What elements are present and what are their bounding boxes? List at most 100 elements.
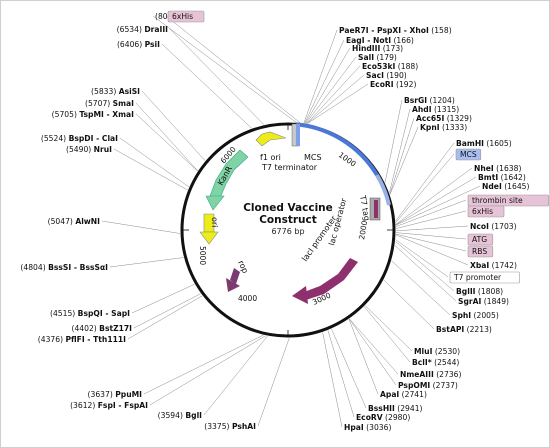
leader-line [395, 233, 467, 252]
svg-text:MCS: MCS [460, 150, 477, 159]
rop-arrow [230, 268, 240, 284]
site-ndei: NdeI (1645) [482, 182, 529, 191]
leader-line [383, 279, 435, 330]
leader-line [348, 319, 379, 395]
svg-text:RBS: RBS [472, 247, 487, 256]
leader-line [113, 148, 188, 191]
leader-line [133, 293, 201, 329]
leader-line [331, 328, 367, 409]
site-sgrai: SgrAI (1849) [458, 297, 509, 306]
site-bgli: (3594) BglI [158, 411, 202, 420]
site-tspmi-xmai: (5705) TspMI - XmaI [52, 110, 135, 119]
leader-line [395, 234, 469, 266]
site-nhei: NheI (1638) [474, 164, 521, 173]
leader-line [395, 176, 477, 226]
ticks [183, 124, 393, 336]
leader-line [395, 210, 467, 229]
site-nmeaiii: NmeAIII (2736) [400, 370, 461, 379]
site-bcli-: BclI* (2544) [412, 358, 459, 367]
plasmid-name-line1: Cloned Vaccine [243, 202, 333, 214]
svg-text:T7 promoter: T7 promoter [453, 273, 502, 282]
svg-text:ATG: ATG [472, 235, 487, 244]
site-psii: (6406) PsiI [117, 40, 160, 49]
tick-5000: 5000 [198, 246, 207, 265]
site-bsshii: BssHII (2941) [368, 404, 423, 413]
leader-line [306, 74, 365, 124]
tick-4000: 4000 [238, 294, 257, 303]
laci-arrow [304, 258, 358, 300]
leader-line [389, 126, 419, 195]
site-draiii: (6534) DraIII [117, 25, 168, 34]
leader-line [131, 283, 195, 314]
leader-line [161, 43, 252, 129]
leader-line [384, 99, 403, 183]
feature-box-t7-promoter: T7 promoter [449, 271, 520, 284]
leader-line [395, 142, 455, 222]
site-bamhi: BamHI (1605) [456, 139, 512, 148]
site-eagi-noti: EagI - NotI (166) [346, 36, 414, 45]
leader-line [395, 153, 455, 223]
leader-line [395, 167, 473, 225]
leader-line [306, 83, 369, 124]
site-hpai: HpaI (3036) [344, 423, 391, 432]
site-sali: SalI (179) [358, 53, 397, 62]
leader-line [304, 39, 345, 124]
site-ecorv: EcoRV (2980) [356, 413, 410, 422]
feature-box-6xhis: 6xHis [167, 10, 205, 23]
leader-line [327, 330, 355, 418]
leader-line [203, 335, 268, 416]
feature-box-thrombin-site: thrombin site [467, 194, 550, 207]
leader-line [394, 245, 457, 302]
leader-line [395, 241, 455, 292]
leader-line [349, 318, 397, 386]
site-paer7i-pspxi-xhoi: PaeR7I - PspXI - XhoI (158) [339, 26, 452, 35]
leader-line [149, 335, 266, 406]
leader-line [303, 29, 338, 124]
svg-text:6xHis: 6xHis [472, 207, 493, 216]
site-bsssi-bsss-i: (4804) BssSI - BssSαI [20, 263, 108, 272]
leader-line [135, 102, 198, 172]
leader-line [101, 220, 181, 234]
feature-box-rbs: RBS [467, 245, 494, 258]
site-bsrgi: BsrGI (1204) [404, 96, 455, 105]
site-mlui: MluI (2530) [414, 347, 460, 356]
left-labels: (6534) DraIII (6406) PsiI (5833) AsiSI (570… [20, 25, 256, 431]
leader-line [141, 90, 206, 161]
mcs-block-blue [296, 124, 300, 146]
kanr-arrow-head [205, 195, 225, 211]
site-nrui: (5490) NruI [66, 145, 112, 154]
f1-ori-label: f1 ori [260, 153, 281, 162]
site-smai: (5707) SmaI [85, 99, 134, 108]
leader-line [349, 318, 399, 375]
site-bstapi: BstAPI (2213) [436, 325, 492, 334]
leader-line [322, 332, 343, 428]
leader-line [135, 113, 198, 172]
t7-tag-label: T7 tag [358, 194, 371, 222]
plasmid-size: 6776 bp [271, 227, 304, 236]
site-ppumi: (3637) PpuMI [88, 390, 143, 399]
tick-1000: 1000 [337, 150, 358, 168]
leader-line [152, 15, 297, 123]
leader-line [391, 260, 451, 316]
site-xbai: XbaI (1742) [470, 261, 517, 270]
site-pflfi-tth111i: (4376) PflFI - Tth111I [38, 335, 126, 344]
site-alwni: (5047) AlwNI [48, 217, 101, 226]
feature-box-6xhis: 6xHis [467, 205, 505, 218]
leader-line [127, 295, 203, 340]
ori-arrow-head [199, 231, 219, 245]
ori-label: ori [210, 217, 219, 227]
leader-line [165, 15, 301, 123]
site-ecori: EcoRI (192) [370, 80, 416, 89]
right-labels: (80) BlpI6xHisPaeR7I - PspXI - XhoI (158… [155, 10, 550, 432]
rop-arrow-head [226, 278, 240, 292]
site-bspqi-sapi: (4515) BspQI - SapI [50, 309, 130, 318]
t7-terminator-label: T7 terminator [261, 163, 318, 172]
leader-line [143, 334, 264, 395]
site-bstz17i: (4402) BstZ17I [71, 324, 132, 333]
site-bmti: BmtI (1642) [478, 173, 526, 182]
site-asisi: (5833) AsiSI [91, 87, 140, 96]
plasmid-name-line2: Construct [259, 214, 317, 226]
tick-2000: 2000 [357, 220, 369, 241]
